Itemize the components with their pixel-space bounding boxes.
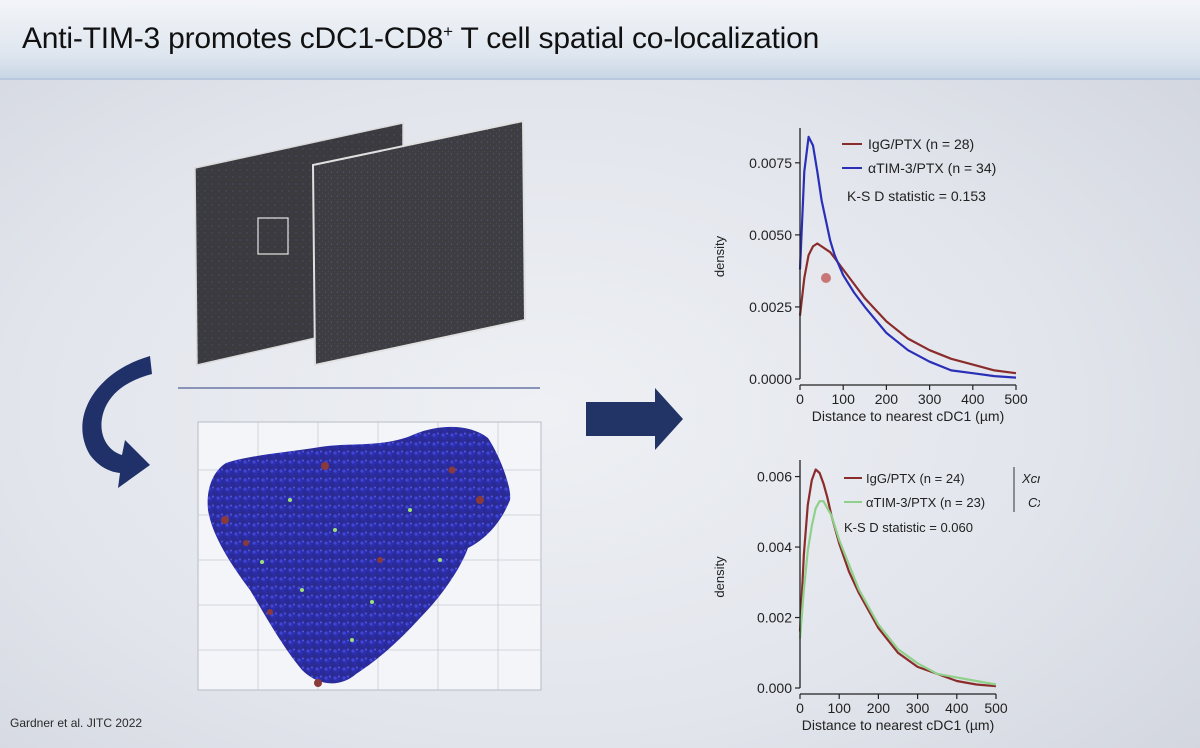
- laser-pointer-dot: [821, 273, 831, 283]
- y-tick-label: 0.006: [757, 469, 792, 485]
- cell-markers: [221, 462, 484, 687]
- y-axis-label: density: [712, 235, 727, 277]
- x-tick-label: 500: [984, 700, 1008, 716]
- cell-cluster-shape: [207, 426, 511, 684]
- x-tick-label: 400: [945, 700, 969, 716]
- x-tick-label: 100: [828, 700, 852, 716]
- right-arrow-icon: [586, 388, 683, 450]
- y-tick-label: 0.004: [757, 539, 792, 555]
- legend-label-atim3: αTIM-3/PTX (n = 23): [866, 495, 985, 510]
- curved-arrow-icon: [82, 356, 152, 488]
- ks-statistic-label: K-S D statistic = 0.060: [844, 520, 973, 535]
- y-tick-label: 0.002: [757, 610, 792, 626]
- y-tick-label: 0.0025: [749, 299, 792, 315]
- x-tick-label: 500: [1004, 391, 1028, 407]
- chart-bottom-lines: [798, 468, 997, 688]
- genotype-label-line1: Xcr1-DTR/: [1021, 471, 1040, 486]
- x-tick-label: 200: [867, 700, 891, 716]
- genotype-label-line2: Cxcl9-/-: [1028, 495, 1040, 510]
- y-tick-label: 0.000: [757, 680, 792, 696]
- series-line-1: [798, 242, 1017, 375]
- microscopy-panel-front: [311, 119, 527, 367]
- chart-bottom-axes: 0.000 0.002 0.004 0.006 0 100 200 300 400 500Dist…: [712, 460, 1008, 733]
- series-line-2: [798, 500, 997, 686]
- chart-top-axes: 0.0000 0.0025 0.0050 0.0075 0 100 200 300 400 500…: [712, 128, 1028, 424]
- zoom-region-box: [257, 217, 289, 255]
- series-line-2: [798, 135, 1017, 379]
- x-tick-label: 300: [918, 391, 942, 407]
- legend-label-atim3: αTIM-3/PTX (n = 34): [868, 160, 996, 176]
- x-tick-label: 300: [906, 700, 930, 716]
- x-tick-label: 0: [796, 700, 804, 716]
- chart-top-lines: [798, 135, 1017, 379]
- density-chart-bottom: 0.000 0.002 0.004 0.006 0 100 200 300 400 500Dist…: [712, 460, 1040, 733]
- y-tick-label: 0.0000: [749, 371, 792, 387]
- slide-title: Anti-TIM-3 promotes cDC1-CD8+ T cell spa…: [22, 22, 820, 55]
- legend-label-igg: IgG/PTX (n = 24): [866, 471, 965, 486]
- citation: Gardner et al. JITC 2022: [10, 716, 143, 730]
- chart-bottom-legend: IgG/PTX (n = 24) αTIM-3/PTX (n = 23) Xcr…: [844, 467, 1040, 535]
- title-bar: Anti-TIM-3 promotes cDC1-CD8+ T cell spa…: [0, 0, 1200, 80]
- y-tick-label: 0.0075: [749, 155, 792, 171]
- ks-statistic-label: K-S D statistic = 0.153: [847, 188, 986, 204]
- spatial-map-panel: [197, 421, 542, 691]
- x-tick-label: 0: [796, 391, 804, 407]
- y-tick-label: 0.0050: [749, 227, 792, 243]
- x-axis-label: Distance to nearest cDC1 (µm): [802, 717, 994, 733]
- x-tick-label: 200: [875, 391, 899, 407]
- legend-label-igg: IgG/PTX (n = 28): [868, 136, 974, 152]
- x-tick-label: 400: [961, 391, 985, 407]
- x-tick-label: 100: [832, 391, 856, 407]
- x-axis-label: Distance to nearest cDC1 (µm): [812, 408, 1004, 424]
- chart-top-legend: IgG/PTX (n = 28) αTIM-3/PTX (n = 34) K-S…: [842, 136, 996, 204]
- y-axis-label: density: [712, 556, 727, 598]
- density-chart-top: 0.0000 0.0025 0.0050 0.0075 0 100 200 300 400 500…: [712, 128, 1028, 424]
